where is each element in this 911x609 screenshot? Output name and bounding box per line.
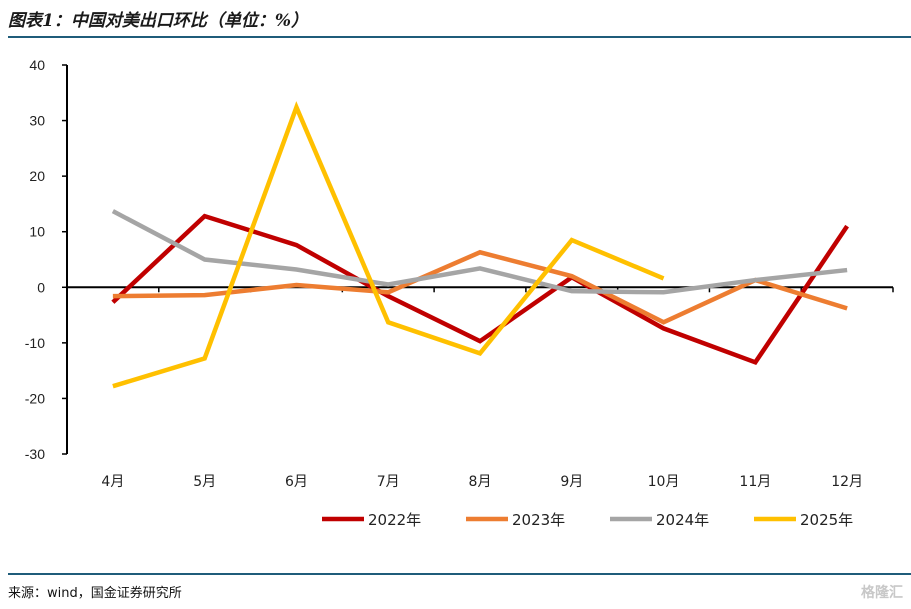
legend-label: 2025年: [800, 511, 853, 529]
x-tick-label: 12月: [831, 474, 863, 490]
y-tick-label: -30: [25, 446, 45, 462]
legend-label: 2022年: [368, 511, 421, 529]
watermark-logo: 格隆汇: [861, 585, 903, 601]
y-tick-label: 10: [29, 224, 45, 240]
legend-label: 2023年: [512, 511, 565, 529]
x-tick-label: 11月: [739, 474, 771, 490]
y-tick-label: 40: [29, 57, 45, 73]
source-note: 来源：wind，国金证券研究所: [8, 586, 182, 601]
chart-title: 图表1：中国对美出口环比（单位：%）: [8, 11, 308, 31]
x-tick-label: 10月: [648, 474, 680, 490]
title-divider: [8, 36, 911, 38]
legend-label: 2024年: [656, 511, 709, 529]
x-tick-label: 5月: [193, 474, 216, 490]
y-tick-label: 30: [29, 113, 45, 129]
x-tick-label: 6月: [285, 474, 308, 490]
x-tick-label: 4月: [101, 474, 124, 490]
y-tick-label: 0: [37, 279, 45, 295]
x-tick-label: 7月: [377, 474, 400, 490]
y-tick-label: -20: [25, 390, 45, 406]
line-chart: 40 30 20 10 0 -10 -20 -30 4月 5月 6月 7月 8月 9月 10月 11月 12月 2…: [25, 57, 894, 529]
y-tick-label: 20: [29, 168, 45, 184]
footer-divider: [8, 573, 911, 575]
y-tick-label: -10: [25, 335, 45, 351]
x-tick-label: 8月: [469, 474, 492, 490]
x-tick-label: 9月: [560, 474, 583, 490]
series-line-2025: [112, 101, 665, 389]
